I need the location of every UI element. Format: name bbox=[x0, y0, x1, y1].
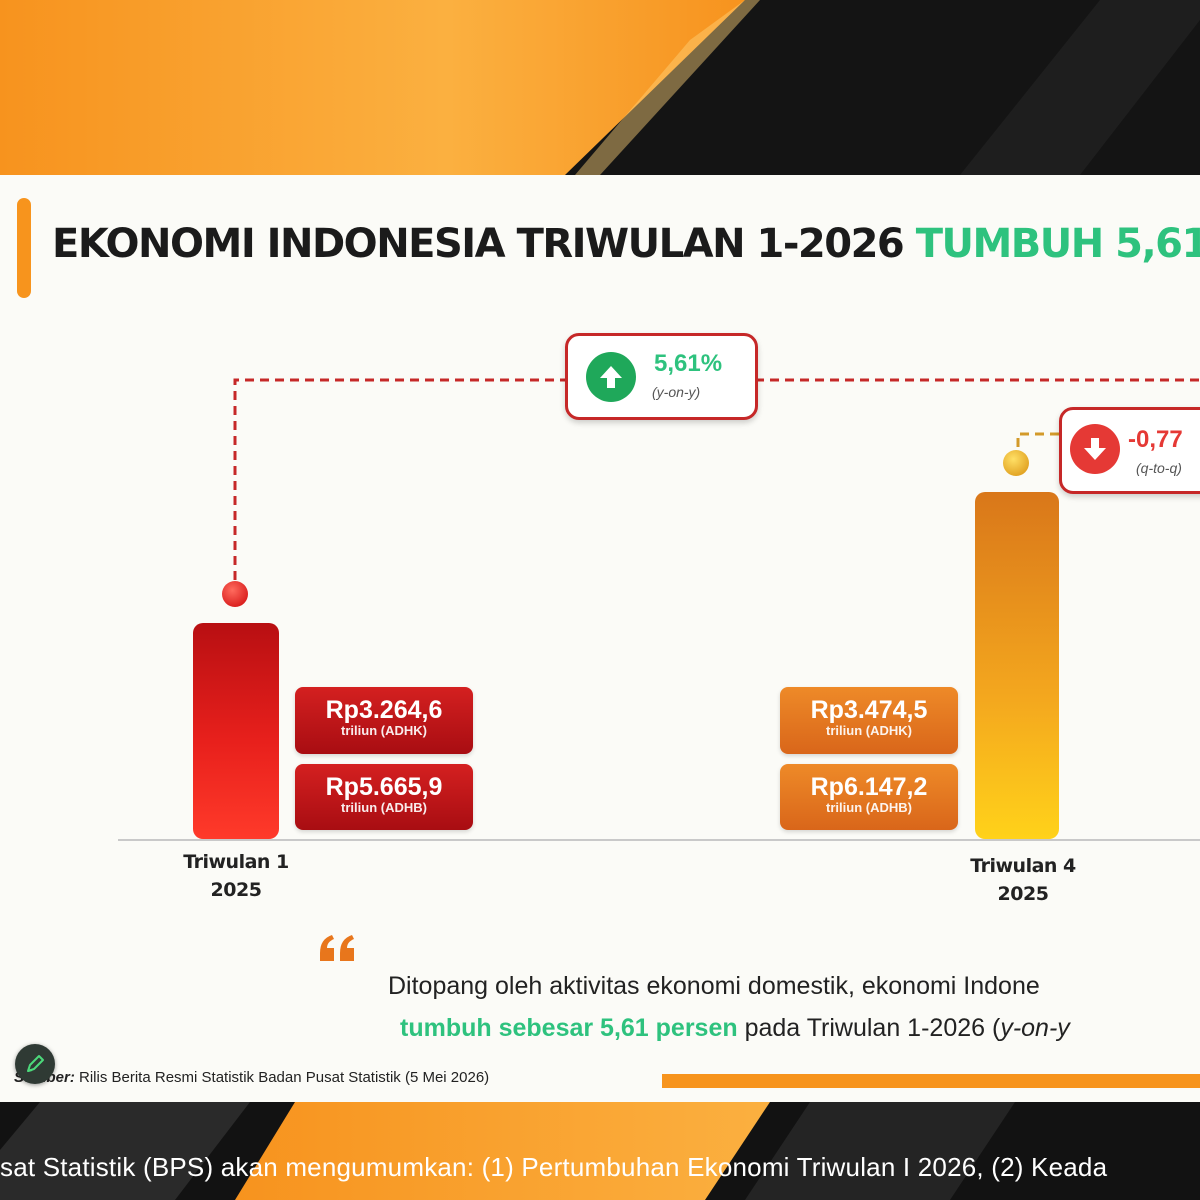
yoy-growth-badge: 5,61% (y-on-y) bbox=[565, 333, 758, 420]
source-accent-bar bbox=[662, 1074, 1200, 1088]
arrow-up-icon bbox=[586, 352, 636, 402]
x-tick-label-triwulan-1: Triwulan 1 2025 bbox=[166, 848, 306, 904]
top-banner bbox=[0, 0, 1200, 175]
x-tick-line1: Triwulan 4 bbox=[970, 855, 1076, 877]
qtq-connector bbox=[1016, 432, 1062, 447]
value-box-adhk-triwulan-1: Rp3.264,6 triliun (ADHK) bbox=[295, 687, 473, 754]
qtq-growth-badge: -0,77 (q-to-q) bbox=[1059, 407, 1200, 494]
news-ticker: sat Statistik (BPS) akan mengumumkan: (1… bbox=[0, 1152, 1108, 1182]
qtq-growth-value: -0,77 bbox=[1128, 426, 1183, 453]
bottom-banner bbox=[0, 1102, 1200, 1200]
bar-marker-triwulan-1 bbox=[222, 581, 248, 607]
yoy-growth-value: 5,61% bbox=[654, 350, 723, 377]
quote-line-2: tumbuh sebesar 5,61 persen pada Triwulan… bbox=[388, 1007, 1200, 1049]
x-tick-line2: 2025 bbox=[997, 883, 1049, 905]
yoy-growth-note: (y-on-y) bbox=[652, 384, 701, 400]
chart bbox=[118, 378, 1200, 841]
value-label: Rp5.665,9 bbox=[325, 773, 443, 801]
pen-icon bbox=[27, 1055, 44, 1072]
page-title: EKONOMI INDONESIA TRIWULAN 1-2026 TUMBUH… bbox=[52, 221, 1200, 267]
quote-italic: y-on-y bbox=[1000, 1014, 1070, 1042]
slide: EKONOMI INDONESIA TRIWULAN 1-2026 TUMBUH… bbox=[0, 175, 1200, 1102]
x-tick-line2: 2025 bbox=[210, 879, 262, 901]
bar-triwulan-1-2025 bbox=[193, 623, 279, 839]
value-label: Rp6.147,2 bbox=[810, 773, 928, 801]
value-label: Rp3.474,5 bbox=[810, 696, 928, 724]
bar-triwulan-4-2025 bbox=[975, 492, 1059, 839]
value-box-adhb-triwulan-1: Rp5.665,9 triliun (ADHB) bbox=[295, 764, 473, 830]
source-note: Sumber: Rilis Berita Resmi Statistik Bad… bbox=[14, 1069, 489, 1086]
quote-line-2-rest: pada Triwulan 1-2026 ( bbox=[737, 1014, 1001, 1042]
x-tick-label-triwulan-4: Triwulan 4 2025 bbox=[953, 852, 1093, 908]
source-text: Rilis Berita Resmi Statistik Badan Pusat… bbox=[74, 1069, 490, 1086]
value-unit: triliun (ADHK) bbox=[826, 723, 912, 738]
title-main: EKONOMI INDONESIA TRIWULAN 1-2026 bbox=[52, 221, 905, 267]
value-box-adhk-triwulan-4: Rp3.474,5 triliun (ADHK) bbox=[780, 687, 958, 754]
value-box-adhb-triwulan-4: Rp6.147,2 triliun (ADHB) bbox=[780, 764, 958, 830]
value-label: Rp3.264,6 bbox=[325, 696, 443, 724]
qtq-growth-note: (q-to-q) bbox=[1136, 460, 1182, 476]
annotate-pen-button[interactable] bbox=[15, 1044, 55, 1084]
title-highlight: TUMBUH 5,61% bbox=[915, 221, 1200, 267]
quote-mark-icon bbox=[320, 935, 354, 961]
arrow-down-icon bbox=[1070, 424, 1120, 474]
yoy-connector bbox=[233, 378, 1200, 580]
x-tick-line1: Triwulan 1 bbox=[183, 851, 289, 873]
quote-highlight: tumbuh sebesar 5,61 persen bbox=[400, 1014, 738, 1042]
bar-marker-triwulan-4 bbox=[1003, 450, 1029, 476]
quote-line-1: Ditopang oleh aktivitas ekonomi domestik… bbox=[388, 972, 1040, 1000]
quote-text: Ditopang oleh aktivitas ekonomi domestik… bbox=[388, 965, 1200, 1049]
title-accent-bar bbox=[17, 198, 31, 298]
bottom-banner-graphic bbox=[0, 1102, 1015, 1200]
top-banner-graphic bbox=[0, 0, 1200, 175]
value-unit: triliun (ADHB) bbox=[341, 800, 427, 815]
value-unit: triliun (ADHK) bbox=[341, 723, 427, 738]
value-unit: triliun (ADHB) bbox=[826, 800, 912, 815]
